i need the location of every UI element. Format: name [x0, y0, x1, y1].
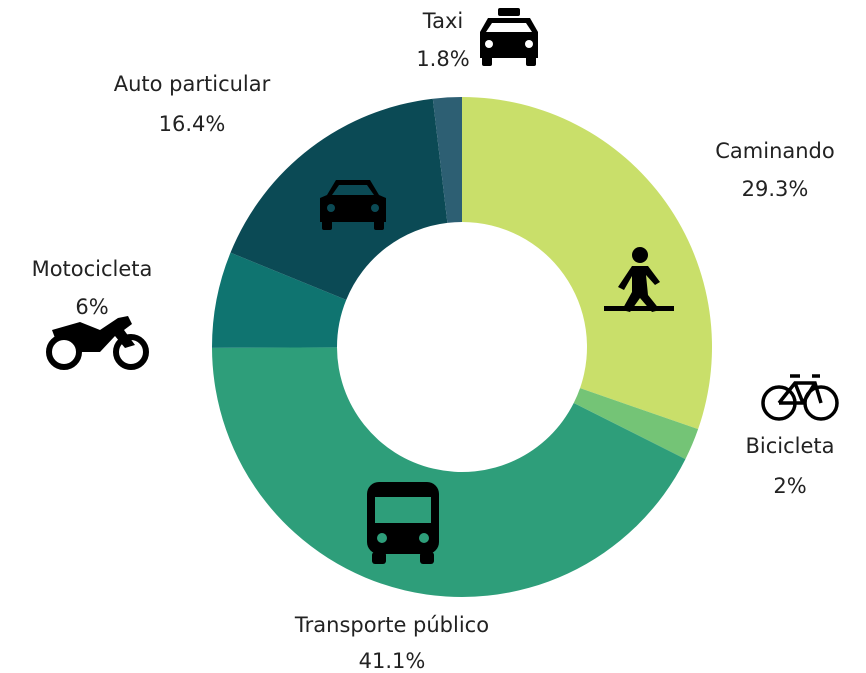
category-label: Transporte público [294, 613, 489, 637]
labels: Caminando 29.3% Bicicleta 2% Transporte públ… [32, 9, 835, 673]
walking-icon [604, 247, 674, 312]
car-icon [320, 180, 386, 230]
slice [212, 347, 686, 598]
value-label: 16.4% [159, 112, 226, 136]
slice [573, 388, 699, 460]
taxi-icon [480, 8, 538, 66]
slice [212, 252, 347, 348]
category-label: Bicicleta [745, 434, 834, 458]
category-label: Motocicleta [32, 257, 153, 281]
category-label: Auto particular [114, 72, 271, 96]
slice [432, 97, 462, 223]
donut [212, 97, 712, 598]
value-label: 1.8% [416, 47, 469, 71]
value-label: 29.3% [742, 177, 809, 201]
bus-icon [367, 482, 439, 564]
bicycle-icon [761, 374, 839, 421]
value-label: 2% [773, 474, 806, 498]
category-label: Caminando [715, 139, 835, 163]
value-label: 41.1% [359, 649, 426, 673]
motorcycle-icon [46, 316, 149, 370]
slice [462, 97, 712, 430]
category-label: Taxi [422, 9, 463, 33]
value-label: 6% [75, 295, 108, 319]
